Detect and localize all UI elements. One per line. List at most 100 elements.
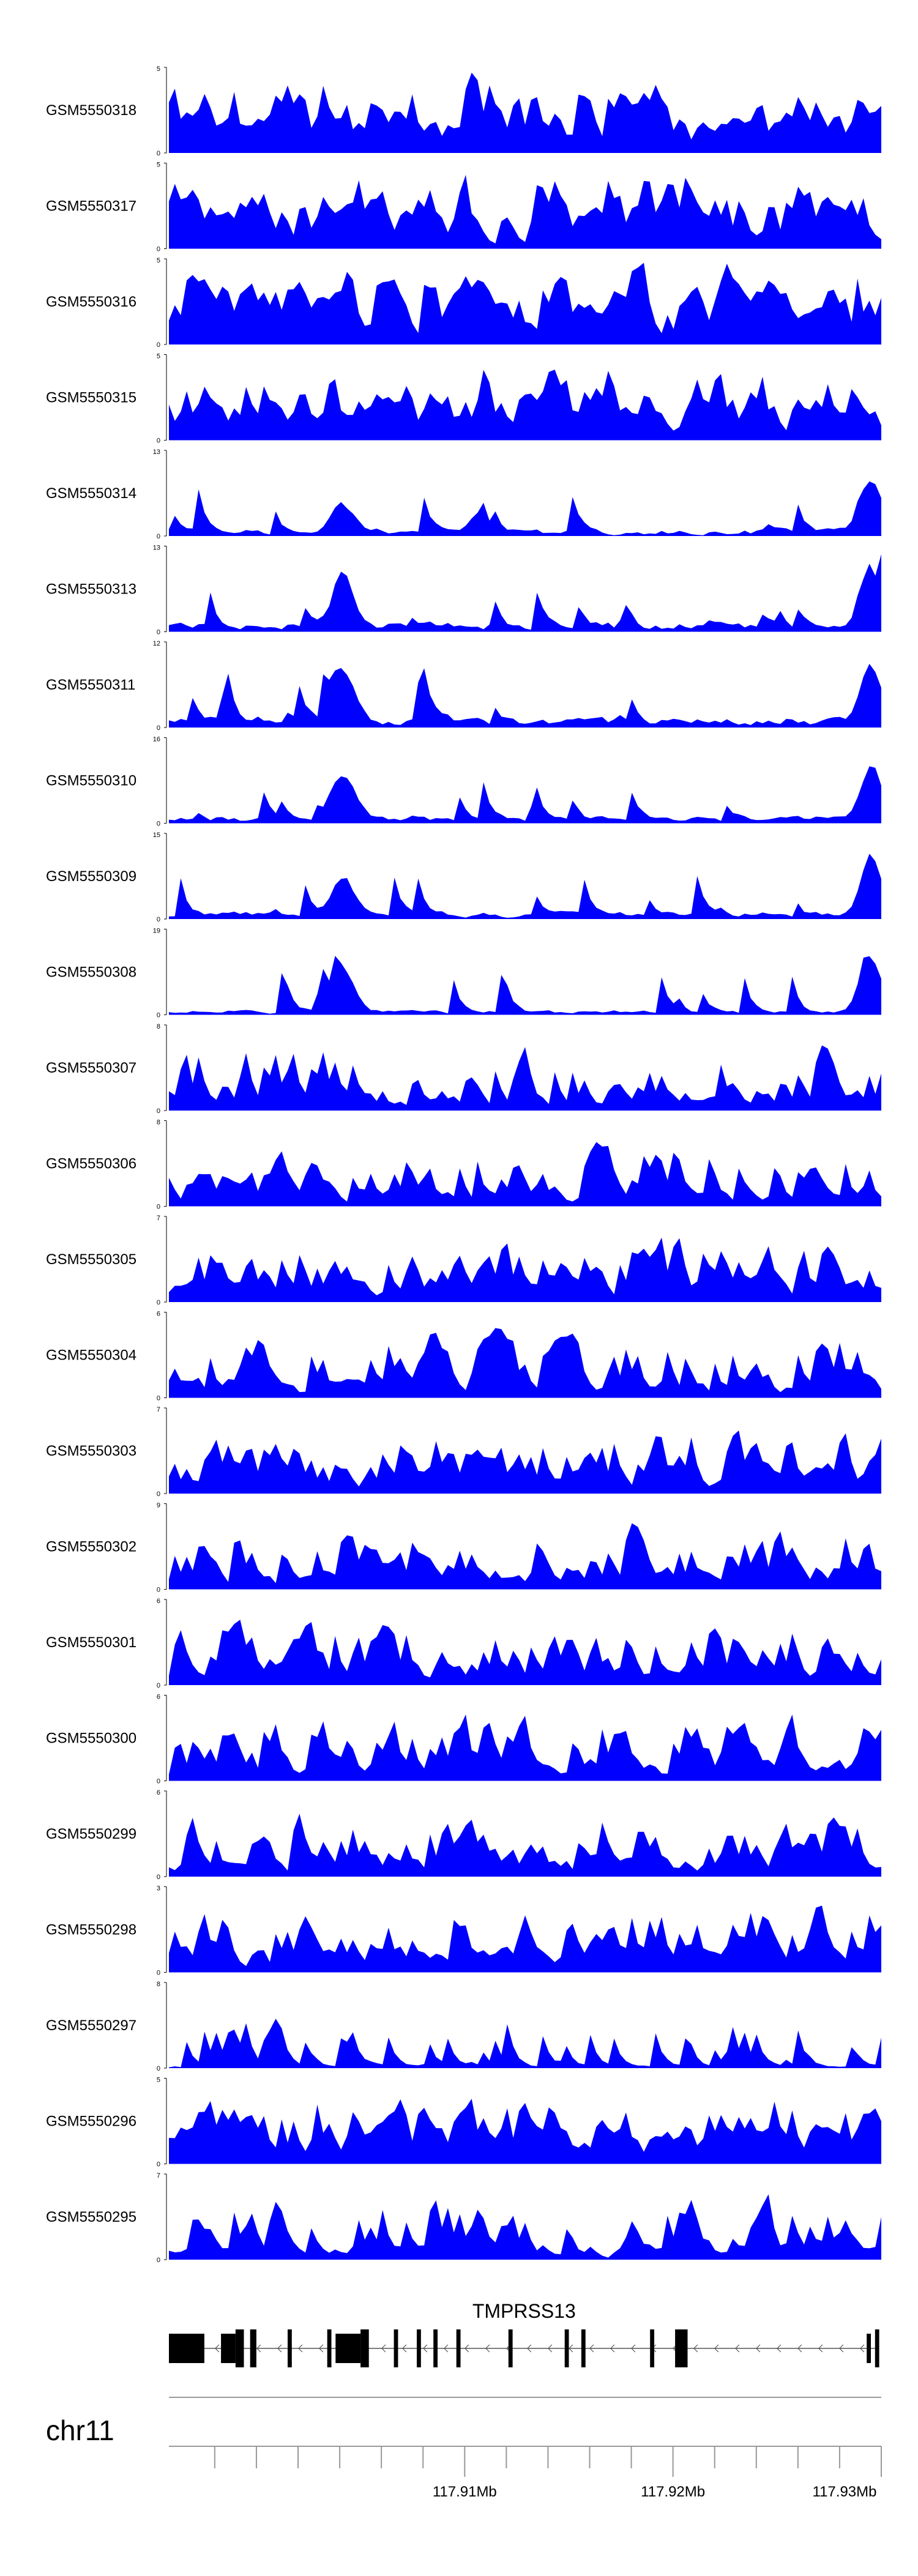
coverage-area bbox=[169, 481, 881, 536]
strand-arrow bbox=[756, 2344, 761, 2353]
strand-arrow bbox=[319, 2344, 324, 2353]
coverage-area bbox=[169, 1237, 881, 1302]
axis-tick-label: 117.91Mb bbox=[433, 2484, 497, 2500]
coverage-area bbox=[169, 2019, 881, 2068]
coverage-track: GSM5550315 5 0 bbox=[46, 353, 881, 445]
axis-ticks: 117.91Mb 117.92Mb 117.93Mb bbox=[214, 2446, 882, 2500]
coverage-track: GSM5550318 5 0 bbox=[46, 65, 881, 157]
axis-tick-label: 117.93Mb bbox=[813, 2484, 877, 2500]
y-min-label: 0 bbox=[157, 2161, 160, 2168]
y-min-label: 0 bbox=[157, 2065, 160, 2072]
strand-arrow bbox=[714, 2344, 719, 2353]
y-max-label: 5 bbox=[157, 257, 160, 264]
y-max-label: 8 bbox=[157, 1981, 160, 1988]
strand-arrow bbox=[777, 2344, 782, 2353]
y-max-label: 6 bbox=[157, 1694, 160, 1701]
gene-exon bbox=[327, 2329, 332, 2367]
gene-name-label: TMPRSS13 bbox=[472, 2300, 576, 2322]
coverage-area bbox=[169, 1045, 881, 1111]
y-max-label: 8 bbox=[157, 1119, 160, 1126]
track-label: GSM5550305 bbox=[46, 1251, 136, 1268]
y-max-label: 6 bbox=[157, 1311, 160, 1318]
coverage-track: GSM5550307 8 0 bbox=[46, 1023, 881, 1115]
y-max-label: 7 bbox=[157, 1406, 160, 1413]
y-max-label: 13 bbox=[153, 545, 160, 552]
gene-exon bbox=[433, 2329, 438, 2367]
y-min-label: 0 bbox=[157, 724, 160, 732]
gene-exon bbox=[508, 2329, 513, 2367]
track-label: GSM5550314 bbox=[46, 485, 136, 502]
strand-arrow bbox=[818, 2344, 823, 2353]
coverage-area bbox=[169, 1523, 881, 1590]
y-max-label: 3 bbox=[157, 1885, 160, 1893]
coverage-track: GSM5550313 13 0 bbox=[46, 545, 881, 636]
y-max-label: 13 bbox=[153, 449, 160, 456]
gene-exon bbox=[456, 2329, 461, 2367]
track-label: GSM5550299 bbox=[46, 1826, 136, 1842]
strand-arrow bbox=[256, 2344, 261, 2353]
coverage-track: GSM5550316 5 0 bbox=[46, 257, 881, 349]
gene-exon bbox=[650, 2329, 654, 2367]
coverage-area bbox=[169, 2099, 881, 2164]
coverage-area bbox=[169, 663, 881, 728]
strand-arrow bbox=[215, 2344, 220, 2353]
gene-exon bbox=[867, 2334, 871, 2363]
axis-tick-label: 117.92Mb bbox=[641, 2484, 705, 2500]
strand-arrow bbox=[735, 2344, 740, 2353]
track-label: GSM5550300 bbox=[46, 1730, 136, 1747]
track-label: GSM5550315 bbox=[46, 390, 136, 406]
y-min-label: 0 bbox=[157, 437, 160, 445]
y-max-label: 5 bbox=[157, 162, 160, 169]
strand-arrow bbox=[465, 2344, 469, 2353]
coverage-track: GSM5550301 6 0 bbox=[46, 1598, 881, 1689]
track-label: GSM5550310 bbox=[46, 773, 136, 789]
gene-exon bbox=[250, 2329, 256, 2367]
strand-arrow bbox=[569, 2344, 573, 2353]
coverage-track: GSM5550314 13 0 bbox=[46, 449, 881, 540]
gene-exon bbox=[360, 2329, 369, 2367]
y-max-label: 5 bbox=[157, 353, 160, 360]
chromosome-label: chr11 bbox=[46, 2414, 114, 2446]
strand-arrow bbox=[277, 2344, 282, 2353]
strand-arrow bbox=[402, 2344, 407, 2353]
coverage-area bbox=[169, 174, 881, 249]
y-max-label: 8 bbox=[157, 1023, 160, 1030]
gene-exon bbox=[581, 2329, 586, 2367]
y-min-label: 0 bbox=[157, 1970, 160, 1977]
strand-arrow bbox=[631, 2344, 636, 2353]
coverage-track: GSM5550317 5 0 bbox=[46, 162, 881, 253]
gene-exons bbox=[169, 2329, 879, 2367]
coverage-area bbox=[169, 1430, 881, 1494]
y-max-label: 5 bbox=[157, 65, 160, 73]
track-label: GSM5550318 bbox=[46, 102, 136, 119]
track-label: GSM5550308 bbox=[46, 964, 136, 981]
gene-exon bbox=[675, 2329, 688, 2367]
coverage-track: GSM5550303 7 0 bbox=[46, 1406, 881, 1498]
coverage-area bbox=[169, 1905, 881, 1973]
y-min-label: 0 bbox=[157, 341, 160, 349]
y-max-label: 5 bbox=[157, 2077, 160, 2084]
coverage-area bbox=[169, 1714, 881, 1781]
y-min-label: 0 bbox=[157, 1204, 160, 1211]
y-min-label: 0 bbox=[157, 629, 160, 636]
genome-axis: chr11 117.91Mb 117.92Mb 117.93Mb bbox=[46, 2397, 882, 2500]
coverage-area bbox=[169, 1814, 881, 1877]
y-max-label: 19 bbox=[153, 928, 160, 935]
strand-arrow bbox=[548, 2344, 553, 2353]
coverage-area bbox=[169, 1142, 881, 1207]
gene-exon bbox=[221, 2334, 236, 2363]
coverage-track: GSM5550311 12 0 bbox=[46, 640, 881, 732]
coverage-area bbox=[169, 2194, 881, 2260]
y-max-label: 15 bbox=[153, 832, 160, 839]
coverage-track: GSM5550297 8 0 bbox=[46, 1981, 881, 2072]
gene-exon bbox=[417, 2329, 421, 2367]
track-label: GSM5550313 bbox=[46, 581, 136, 598]
y-min-label: 0 bbox=[157, 1299, 160, 1306]
strand-arrow bbox=[693, 2344, 698, 2353]
strand-arrow bbox=[839, 2344, 844, 2353]
track-label: GSM5550295 bbox=[46, 2209, 136, 2225]
coverage-area bbox=[169, 262, 881, 344]
track-label: GSM5550309 bbox=[46, 868, 136, 885]
y-max-label: 12 bbox=[153, 640, 160, 647]
y-max-label: 7 bbox=[157, 1215, 160, 1222]
